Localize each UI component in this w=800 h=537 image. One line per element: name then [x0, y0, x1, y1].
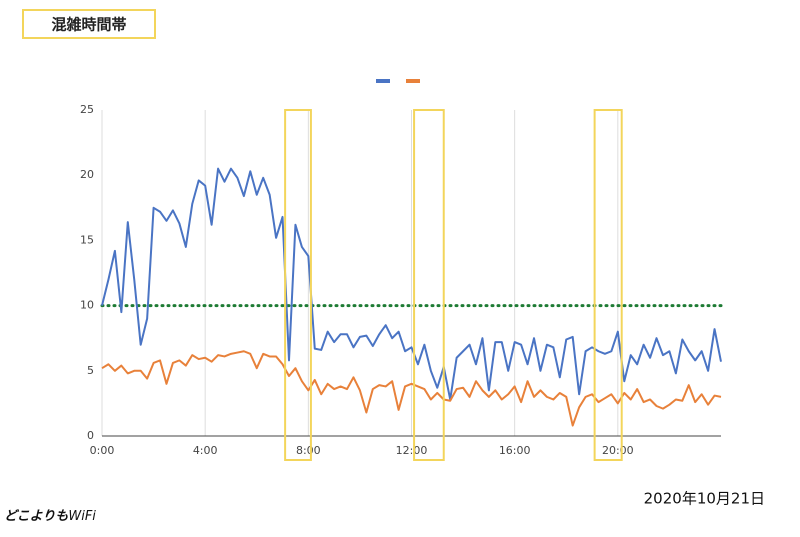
- y-tick-label: 5: [87, 364, 94, 377]
- chart-title: 混雑時間帯: [51, 16, 126, 34]
- series-line: [101, 167, 722, 401]
- logo-text: どこよりも: [4, 509, 68, 524]
- title-box: [22, 9, 156, 39]
- highlight-box: [413, 109, 445, 461]
- x-tick-label: 8:00: [296, 444, 321, 457]
- logo: どこよりもWiFi: [4, 509, 96, 524]
- x-tick-label: 0:00: [90, 444, 115, 457]
- highlight-box: [593, 109, 623, 461]
- y-tick-label: 25: [80, 103, 94, 116]
- x-tick-label: 16:00: [499, 444, 531, 457]
- y-tick-label: 20: [80, 168, 94, 181]
- highlight-box: [284, 109, 312, 461]
- x-tick-label: 12:00: [396, 444, 428, 457]
- y-tick-label: 10: [80, 299, 94, 312]
- y-tick-label: 15: [80, 233, 94, 246]
- x-tick-label: 4:00: [193, 444, 218, 457]
- series-line: [101, 350, 722, 427]
- x-tick-label: 20:00: [602, 444, 634, 457]
- y-tick-label: 0: [87, 429, 94, 442]
- logo-text: WiFi: [68, 509, 96, 524]
- date: 2020年10月21日: [644, 490, 765, 508]
